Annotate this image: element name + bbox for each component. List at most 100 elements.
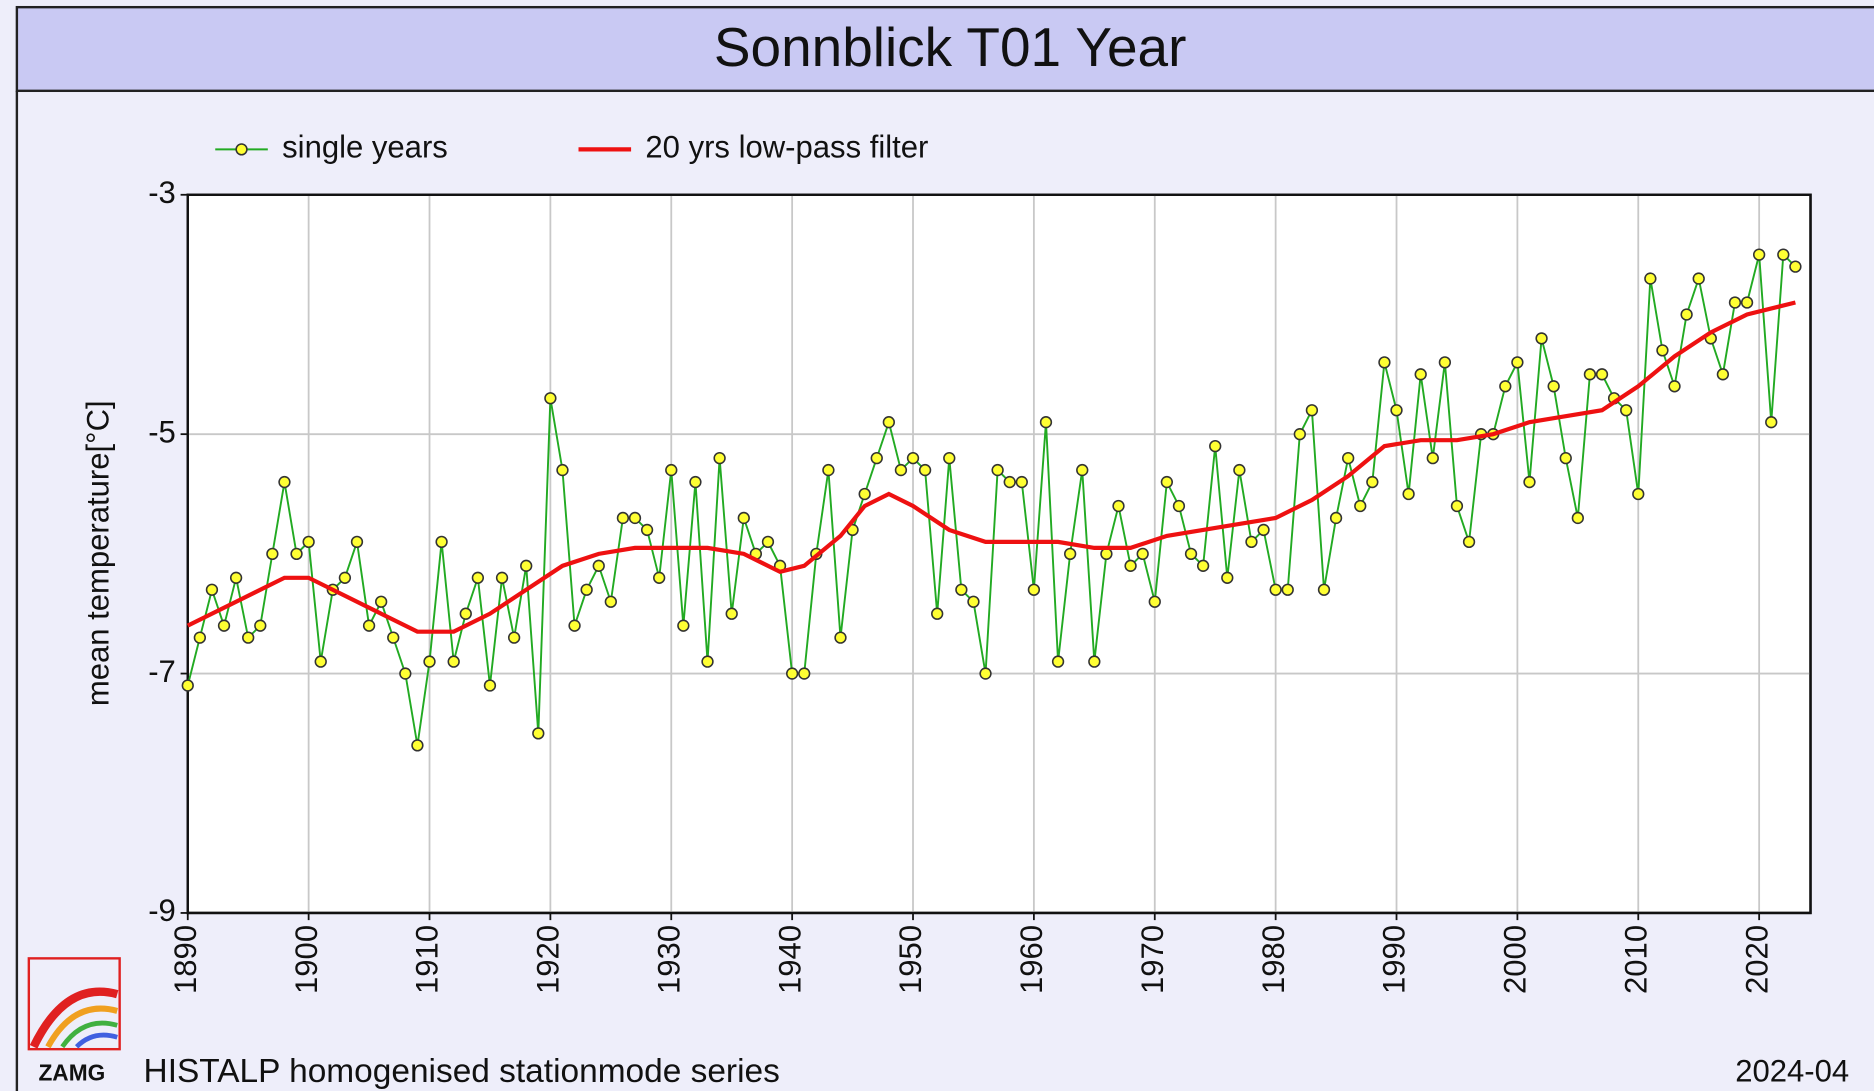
point [1535, 332, 1548, 345]
point [580, 583, 593, 596]
point [507, 631, 521, 644]
point [1257, 523, 1270, 537]
point [1789, 260, 1802, 273]
point [979, 667, 992, 680]
point [399, 667, 412, 680]
point [1402, 487, 1415, 501]
point [375, 595, 388, 608]
point [1196, 559, 1210, 572]
point [1620, 404, 1633, 417]
point [834, 631, 847, 644]
point [870, 451, 883, 465]
point [725, 607, 738, 620]
point [967, 595, 980, 608]
point [1692, 272, 1705, 285]
point [242, 631, 255, 644]
point [943, 451, 956, 465]
point [1329, 511, 1343, 525]
point [1317, 583, 1331, 596]
point [1112, 499, 1125, 513]
logo-arc [74, 1032, 118, 1049]
point [520, 559, 533, 572]
point [1245, 535, 1258, 549]
logo-arc [60, 1020, 118, 1049]
point [1583, 368, 1597, 381]
y-tick-label: -9 [148, 893, 176, 928]
point [1184, 547, 1198, 561]
point [1765, 416, 1778, 429]
point [1390, 404, 1403, 417]
point [918, 463, 932, 477]
y-axis-label: mean temperature[°C] [81, 400, 116, 706]
logo: ZAMG [27, 957, 121, 1085]
point [1293, 428, 1306, 441]
point [1269, 583, 1282, 596]
point [1547, 380, 1560, 393]
point [1752, 248, 1766, 261]
point [423, 655, 436, 668]
point [1172, 499, 1186, 513]
x-tick-label: 1930 [651, 925, 686, 994]
x-tick-label: 2010 [1618, 925, 1653, 994]
point [713, 451, 726, 465]
point [1559, 451, 1572, 465]
point [266, 547, 279, 561]
point [858, 487, 871, 501]
point [1656, 344, 1669, 357]
x-tick-label: 2000 [1498, 925, 1533, 994]
footer: HISTALP homogenised stationmode series [144, 1053, 780, 1090]
point [1716, 368, 1730, 381]
point [592, 559, 605, 572]
point [1728, 296, 1742, 309]
y-tick-label: -3 [148, 175, 176, 210]
point [1777, 248, 1790, 261]
point [1088, 655, 1101, 668]
point [290, 547, 303, 561]
point [785, 667, 799, 680]
point [229, 571, 243, 584]
point [991, 463, 1004, 477]
point [1426, 451, 1439, 465]
point [1003, 475, 1016, 489]
point [544, 392, 557, 405]
point [532, 727, 545, 740]
point [1100, 547, 1113, 561]
title-bar [15, 5, 1874, 93]
point [1063, 547, 1077, 561]
point [556, 463, 569, 477]
point [1281, 583, 1294, 596]
point [254, 619, 267, 632]
point [1124, 559, 1137, 572]
filter-line [186, 300, 1796, 634]
point [1076, 463, 1089, 477]
point [459, 607, 472, 620]
point [1438, 356, 1452, 369]
x-tick-label: 1920 [531, 925, 566, 994]
point [737, 511, 750, 525]
point [1680, 308, 1693, 321]
point [689, 475, 702, 489]
point [1450, 499, 1464, 513]
x-tick-label: 1990 [1377, 925, 1412, 994]
point [435, 535, 448, 549]
point [483, 679, 497, 692]
point [205, 583, 219, 596]
point [640, 523, 654, 537]
point [1136, 547, 1149, 561]
logo-text: ZAMG [38, 1059, 105, 1085]
point [387, 631, 400, 644]
point [1209, 439, 1222, 453]
point [1571, 511, 1584, 525]
point [568, 619, 581, 632]
x-tick-label: 1970 [1135, 925, 1170, 994]
point [1221, 571, 1234, 584]
series-line [186, 252, 1797, 746]
point [701, 655, 714, 668]
point [350, 535, 364, 549]
plot-border [186, 193, 1812, 915]
point [1027, 583, 1041, 596]
point [1305, 404, 1319, 417]
chart-title: Sonnblick T01 Year [714, 16, 1187, 78]
point [1342, 451, 1355, 465]
